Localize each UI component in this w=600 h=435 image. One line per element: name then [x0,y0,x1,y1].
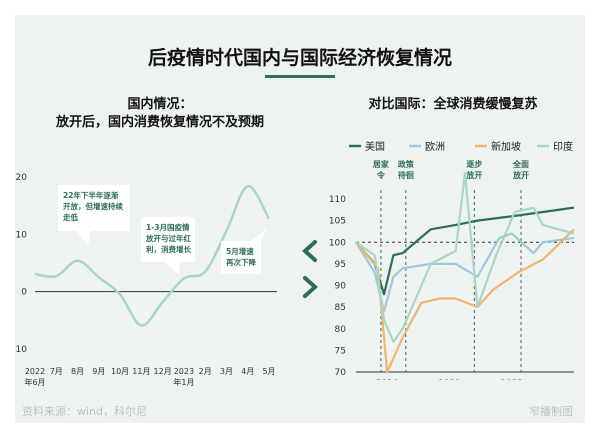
event-label: 放开 [512,170,529,180]
left-subtitle: 国内情况： 放开后，国内消费恢复情况不及预期 [30,96,290,132]
x-tick-label: 2022 [500,379,523,380]
callout-text: 1-3月国疫情 [146,222,190,232]
event-label: 令 [376,170,386,180]
callout-text: 5月增速 [226,246,254,256]
callout-text: 利，消费增长 [145,244,191,254]
y-tick-label: 80 [335,325,347,335]
chevron-right-icon [303,276,318,298]
x-tick-label: 年1月 [173,377,194,387]
left-subtitle-line1: 国内情况： [127,97,193,112]
series-line [355,232,575,313]
left-subtitle-line2: 放开后，国内消费恢复情况不及预期 [55,115,264,130]
y-tick-label: 20 [16,173,28,183]
page-title: 后疫情时代国内与国际经济恢复情况 [147,47,452,69]
event-label: 放开 [465,170,482,180]
title-underline [265,75,335,78]
x-tick-label: 年6月 [24,377,45,387]
legend-label: 印度 [553,140,573,153]
x-tick-label: 2023 [174,367,194,376]
next-arrow[interactable] [299,275,321,299]
y-tick-label: 110 [329,195,346,205]
event-label: 居家 [373,159,390,169]
callout-box [141,217,195,262]
event-label: 政策 [398,159,415,169]
brand-label: 窄播制图 [529,405,573,418]
x-tick-label: 4月 [241,367,254,376]
callout-text: 放开与过年红 [145,233,191,243]
y-tick-label: 10 [16,230,28,240]
callout-box [58,185,130,231]
series-line [355,228,575,374]
x-tick-label: 2021 [438,379,461,380]
consumption-growth-line [34,184,271,327]
international-chart: 美国 欧洲 新加坡 印度707580859095100105110居家令政策待徊逐步放… [329,140,575,380]
y-tick-label: 75 [335,346,346,356]
event-label: 逐步 [466,159,482,169]
y-tick-label: 85 [335,303,346,313]
x-tick-label: 7月 [50,367,63,376]
y-tick-label: 70 [335,368,347,378]
event-label: 全面 [512,159,529,169]
callout-tail [77,231,91,246]
event-label: 待徊 [397,170,414,180]
infographic-card: 后疫情时代国内与国际经济恢复情况 国内情况： 放开后，国内消费恢复情况不及预期 … [15,15,585,423]
prev-arrow[interactable] [299,239,321,263]
callout-text: 再次下降 [226,257,256,267]
y-tick-label: 105 [329,217,346,227]
source-note: 资料来源：wind，科尔尼 [22,405,148,418]
chevron-left-icon [302,240,317,262]
callout-text: 走低 [63,212,78,222]
legend-label: 美国 [365,140,385,153]
callout-tail [251,228,267,241]
legend-label: 新加坡 [491,140,521,153]
x-tick-label: 5月 [262,367,275,376]
x-tick-label: 11月 [132,367,150,376]
y-tick-label: 90 [335,282,347,292]
right-subtitle: 对比国际：全球消费缓慢复苏 [368,97,538,112]
x-tick-label: 2022 [25,367,45,376]
callout-box [221,241,261,274]
y-tick-label: 0 [21,288,27,298]
callout-text: 开放，但增速持续 [63,201,123,211]
y-tick-label: -10 [15,345,27,355]
series-line [355,171,575,343]
x-tick-label: 3月 [220,367,233,376]
series-line [355,206,575,296]
x-tick-label: 9月 [92,367,105,376]
callout-text: 22年下半年逐渐 [63,190,119,200]
y-tick-label: 95 [335,260,346,270]
x-tick-label: 2月 [199,367,212,376]
callout-tail [165,262,180,276]
x-tick-label: 12月 [154,367,172,376]
x-tick-label: 10月 [111,367,129,376]
y-tick-label: 100 [329,238,346,248]
legend-label: 欧洲 [425,141,445,153]
x-tick-label: 8月 [71,367,84,376]
